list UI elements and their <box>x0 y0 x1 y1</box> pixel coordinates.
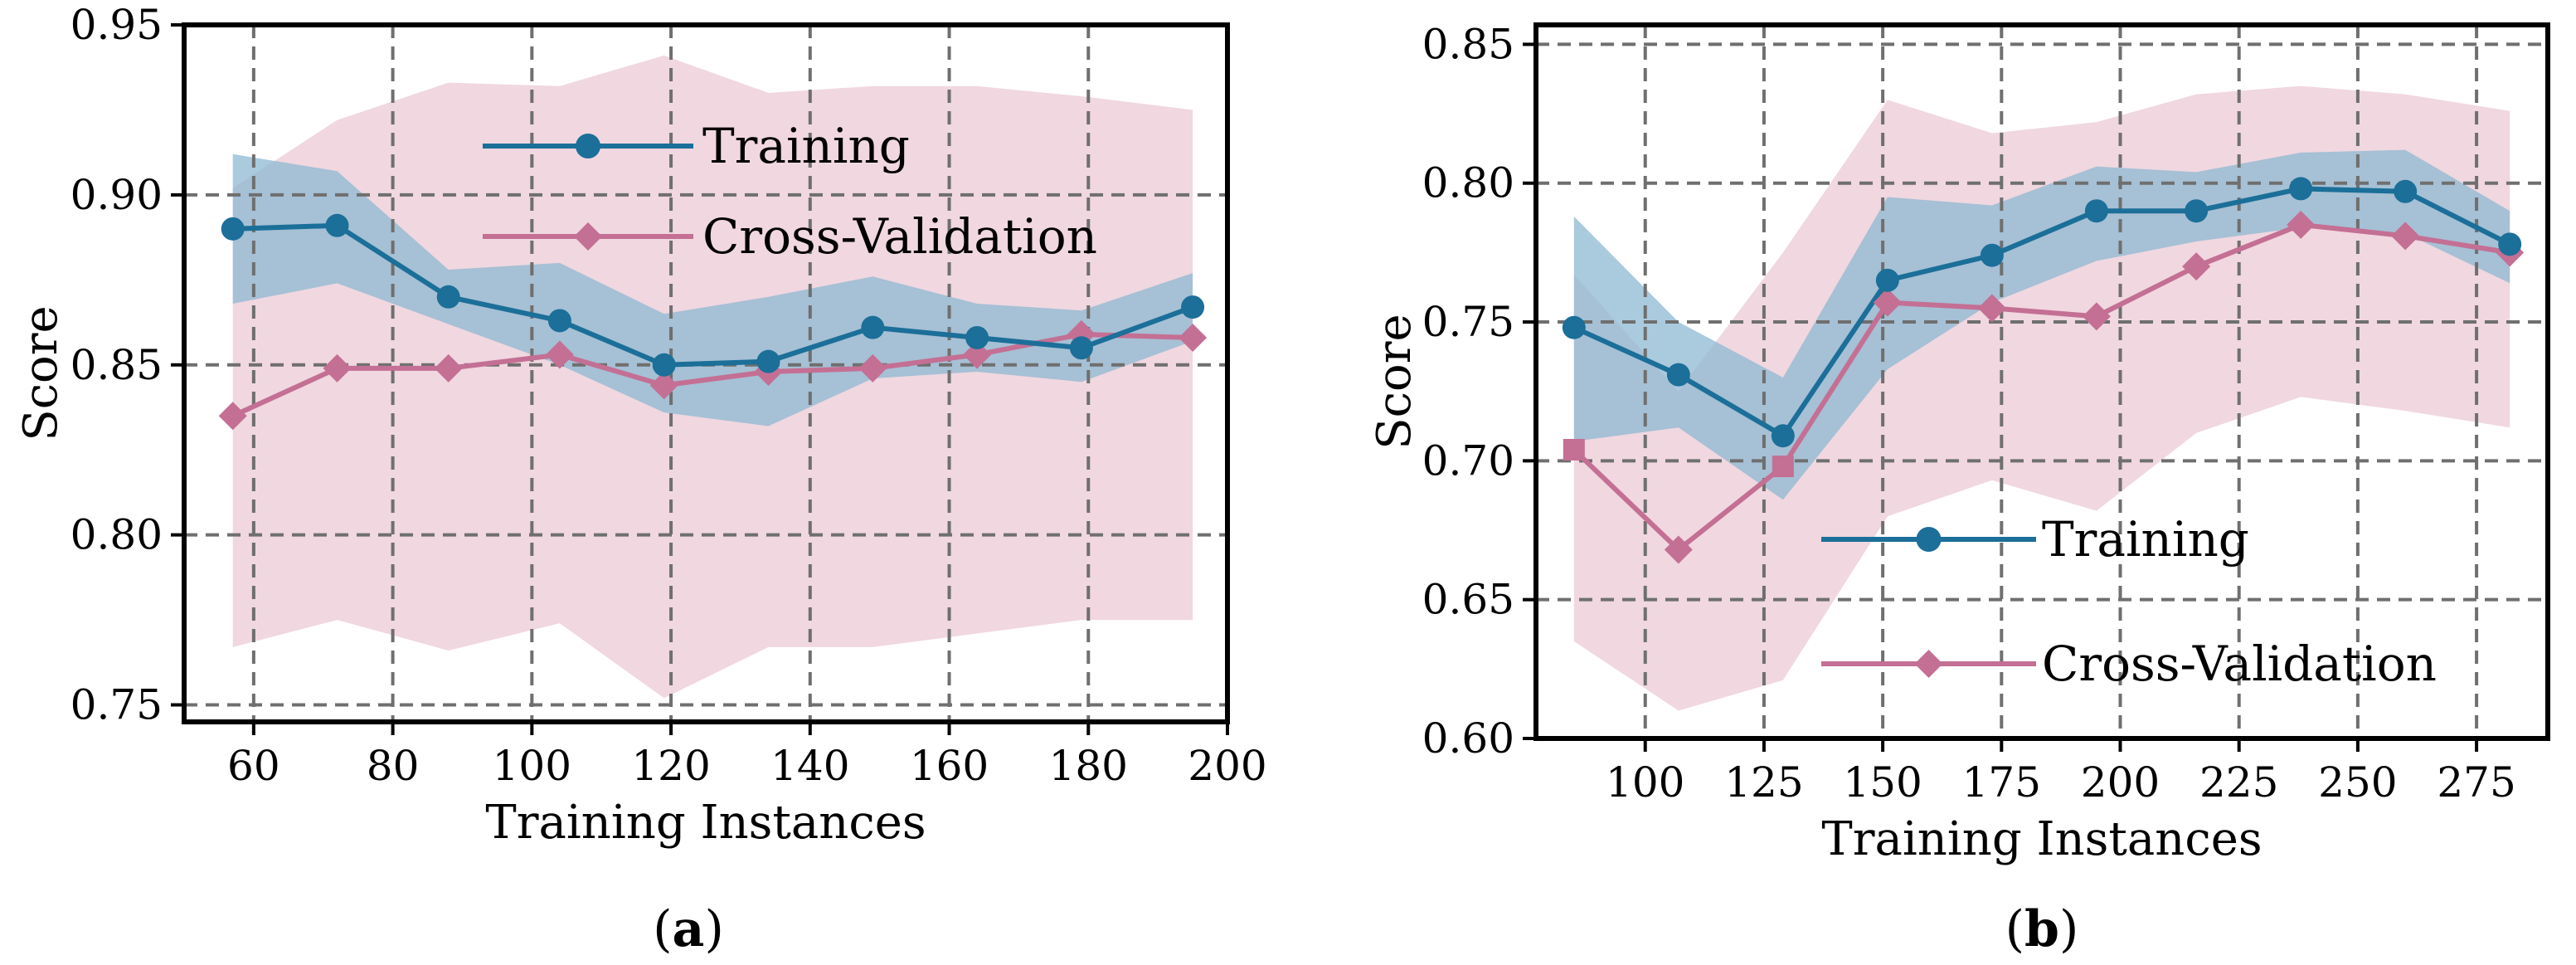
panel-a-legend-training: Training <box>702 118 910 174</box>
panel-b-training-point <box>2498 232 2522 256</box>
panel-b-training-point <box>2185 199 2209 223</box>
panel-a: 60 80 100 120 140 160 180 200 0.75 0.80 0.85 0.90 0.… <box>14 1 1267 958</box>
panel-b-legend: Training Cross-Validation <box>1821 511 2437 692</box>
panel-a-training-point <box>756 349 780 373</box>
panel-a-training-point <box>547 309 571 333</box>
panel-a-training-point <box>965 325 989 349</box>
panel-b-xtick-label: 275 <box>2437 758 2515 807</box>
panel-a-training-point <box>1069 336 1093 360</box>
panel-b-caption-letter: b <box>2024 900 2059 958</box>
panel-b-line-cv <box>1572 222 2510 553</box>
panel-a-cv-point <box>649 371 678 400</box>
panel-b-cv-point <box>2287 210 2316 239</box>
panel-a-xtick-label: 100 <box>493 742 571 790</box>
panel-b-cv-point <box>2182 252 2211 281</box>
panel-b: 100 125 150 175 200 225 250 275 0.60 0.65 0.70 0.75… <box>1368 20 2550 958</box>
panel-b-training-point <box>1666 363 1690 387</box>
panel-b-cv-point <box>1873 288 1902 317</box>
panel-b-cv-point <box>1772 456 1794 478</box>
panel-b-legend-training: Training <box>2042 511 2249 568</box>
panel-b-frame <box>1533 22 2550 741</box>
panel-a-xtick-label: 180 <box>1049 742 1128 790</box>
panel-b-xtick-label: 100 <box>1606 758 1684 807</box>
panel-b-ytick-label: 0.80 <box>1422 159 1514 207</box>
panel-a-xtick-label: 140 <box>770 742 849 790</box>
panel-b-ytick-label: 0.85 <box>1422 20 1514 68</box>
panel-b-ytick-label: 0.60 <box>1422 714 1514 763</box>
panel-a-cv-point <box>434 353 463 383</box>
panel-a-training-point <box>436 285 460 309</box>
panel-b-training-point <box>2084 199 2108 223</box>
panel-a-legend-cv-marker <box>574 222 602 251</box>
panel-a-cv-point <box>545 340 574 369</box>
panel-a-cv-point <box>858 353 887 383</box>
panel-b-xtick-label: 250 <box>2318 758 2397 807</box>
panel-a-ytick-label: 0.75 <box>70 681 163 729</box>
panel-b-xtick-label: 200 <box>2081 758 2160 807</box>
panel-a-xtick-label: 60 <box>227 742 280 790</box>
panel-a-ylabel: Score <box>14 305 68 441</box>
panel-a-training-point <box>861 315 885 339</box>
panel-a-cv-point <box>218 402 247 431</box>
panel-a-ytick-label: 0.85 <box>70 341 163 389</box>
panel-a-line-training <box>232 222 1194 368</box>
panel-a-legend-training-marker <box>576 134 600 158</box>
panel-b-xlabel: Training Instances <box>1821 812 2262 866</box>
panel-b-training-point <box>2394 179 2418 203</box>
panel-a-xtick-label: 120 <box>631 742 710 790</box>
panel-a-xtick-label: 200 <box>1188 742 1266 790</box>
panel-a-cv-point <box>963 340 992 369</box>
panel-b-line-training <box>1572 186 2511 439</box>
panel-b-ytick-label: 0.75 <box>1422 298 1514 346</box>
panel-a-ytick-label: 0.90 <box>70 171 163 219</box>
panel-a-frame <box>182 22 1230 724</box>
panel-b-ytick-label: 0.65 <box>1422 576 1514 624</box>
panel-a-training-point <box>325 213 349 237</box>
panel-b-xtick-label: 125 <box>1724 758 1803 807</box>
panel-a-legend-cv: Cross-Validation <box>702 208 1097 265</box>
panel-a-legend: Training Cross-Validation <box>483 118 1097 265</box>
panel-b-legend-cv: Cross-Validation <box>2042 636 2437 692</box>
panel-b-cv-point <box>1563 438 1585 461</box>
panel-b-cv-point <box>2391 222 2420 251</box>
panel-a-xlabel: Training Instances <box>485 796 926 850</box>
panel-b-cv-point <box>1664 535 1693 564</box>
panel-a-caption: (a) <box>653 900 724 958</box>
panel-b-cv-point <box>2082 302 2111 331</box>
panel-a-xtick-label: 160 <box>910 742 989 790</box>
panel-a-training-point <box>221 217 245 241</box>
panel-a-ytick-label: 0.80 <box>70 511 163 559</box>
panel-b-legend-cv-marker <box>1914 650 1943 678</box>
panel-b-caption: (b) <box>2005 900 2079 958</box>
panel-b-band-training <box>1573 149 2510 500</box>
panel-a-cv-point <box>1179 323 1208 352</box>
panel-b-ylabel: Score <box>1368 314 1422 449</box>
panel-b-ytick-label: 0.70 <box>1422 436 1514 485</box>
panel-a-ytick-label: 0.95 <box>70 1 163 49</box>
panel-a-xtick-label: 80 <box>367 742 420 790</box>
panel-a-training-point <box>652 353 676 377</box>
panel-a-cv-point <box>323 353 352 383</box>
panel-b-training-point <box>2289 177 2313 201</box>
panel-b-xtick-label: 175 <box>1962 758 2041 807</box>
panel-b-training-point <box>1875 268 1899 292</box>
panel-a-training-point <box>1181 295 1205 319</box>
panel-b-cv-point <box>1977 294 2006 323</box>
panel-b-training-point <box>1771 424 1795 448</box>
panel-a-caption-letter: a <box>673 900 705 958</box>
panel-b-training-point <box>1562 315 1586 339</box>
panel-b-xtick-label: 225 <box>2199 758 2278 807</box>
panel-b-training-point <box>1980 243 2004 267</box>
panel-b-band-cv <box>1573 85 2510 711</box>
panel-b-legend-training-marker <box>1916 527 1942 552</box>
panel-b-xtick-label: 150 <box>1843 758 1922 807</box>
